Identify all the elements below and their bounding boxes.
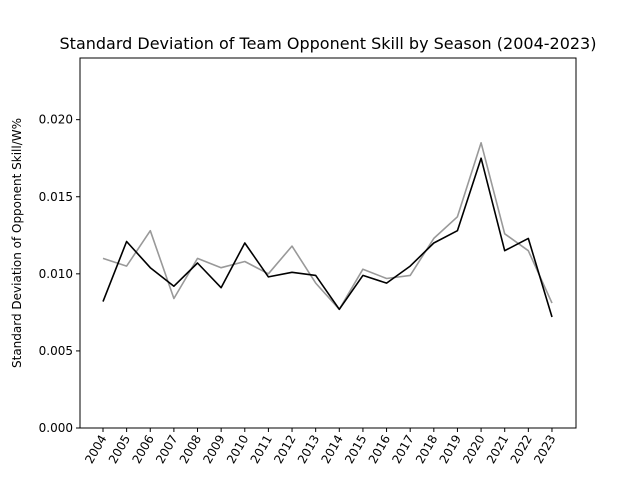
x-tick-label: 2010 xyxy=(224,433,251,466)
y-tick-label: 0.000 xyxy=(39,421,73,435)
x-tick-label: 2016 xyxy=(366,433,393,466)
x-tick-label: 2020 xyxy=(460,433,487,466)
y-tick-label: 0.005 xyxy=(39,344,73,358)
series-line-1 xyxy=(102,157,553,318)
x-tick-label: 2022 xyxy=(508,433,535,466)
x-tick-label: 2018 xyxy=(413,433,440,466)
series-line-2 xyxy=(102,142,553,311)
x-tick-label: 2019 xyxy=(437,433,464,466)
y-tick-label: 0.020 xyxy=(39,113,73,127)
series-layer xyxy=(102,142,553,318)
chart-title: Standard Deviation of Team Opponent Skil… xyxy=(60,34,597,53)
x-tick-label: 2004 xyxy=(82,433,109,466)
x-tick-label: 2023 xyxy=(531,433,558,466)
x-tick-label: 2021 xyxy=(484,433,511,466)
x-tick-label: 2013 xyxy=(295,433,322,466)
x-tick-label: 2007 xyxy=(153,433,180,466)
x-tick-label: 2011 xyxy=(248,433,275,466)
x-tick-label: 2015 xyxy=(342,433,369,466)
y-axis-ticks: 0.000 0.005 0.010 0.015 0.020 xyxy=(39,113,80,435)
x-tick-label: 2006 xyxy=(129,433,156,466)
y-tick-label: 0.015 xyxy=(39,190,73,204)
x-tick-label: 2017 xyxy=(389,433,416,466)
y-axis-label: Standard Deviation of Opponent Skill/W% xyxy=(10,118,24,368)
plot-frame xyxy=(79,57,577,429)
x-tick-label: 2012 xyxy=(271,433,298,466)
x-tick-label: 2014 xyxy=(319,433,346,466)
x-tick-label: 2008 xyxy=(177,433,204,466)
y-tick-label: 0.010 xyxy=(39,267,73,281)
x-tick-label: 2005 xyxy=(106,433,133,466)
x-axis-ticks: 2004200520062007200820092010201120122013… xyxy=(82,428,559,466)
x-tick-label: 2009 xyxy=(200,433,227,466)
